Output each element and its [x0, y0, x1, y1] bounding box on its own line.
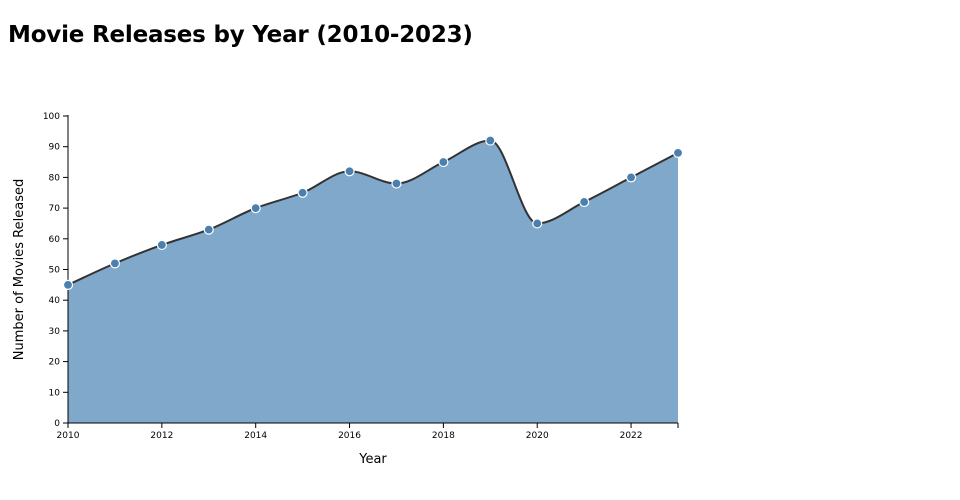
- data-point: [672, 147, 684, 158]
- axes-layer: 0 10 20 30 40 50 60 70 80 90 100 2010 2012 2014 2016 20…: [43, 112, 679, 441]
- y-tick-label: 60: [49, 235, 61, 245]
- y-tick-label: 10: [49, 388, 61, 398]
- y-axis-title: Number of Movies Released: [12, 179, 27, 360]
- data-point: [250, 203, 261, 214]
- chart-title: Movie Releases by Year (2010-2023): [8, 22, 473, 48]
- data-point: [391, 178, 402, 189]
- data-point: [532, 218, 543, 229]
- area-layer: [68, 140, 678, 423]
- data-point: [438, 156, 449, 168]
- x-axis-title: Year: [358, 452, 387, 467]
- series-line: [67, 139, 679, 286]
- y-tick-label: 40: [49, 296, 61, 306]
- y-tick-label: 100: [43, 112, 60, 122]
- data-point: [297, 187, 308, 198]
- x-tick-label: 2018: [432, 431, 455, 441]
- y-tick-label: 50: [49, 266, 61, 276]
- line-layer: [67, 139, 679, 286]
- y-tick-label: 90: [49, 143, 61, 153]
- x-tick-label: 2010: [57, 431, 80, 441]
- data-point: [625, 172, 637, 183]
- data-point: [579, 196, 590, 208]
- points-layer: [62, 135, 684, 290]
- x-tick-label: 2014: [244, 431, 267, 441]
- y-tick-label: 70: [49, 204, 61, 214]
- y-tick-label: 80: [49, 173, 61, 183]
- area-fill: [68, 140, 678, 423]
- data-point: [344, 166, 355, 177]
- data-point: [203, 224, 214, 235]
- y-tick-label: 20: [49, 358, 61, 368]
- y-tick-label: 30: [49, 327, 61, 337]
- data-point: [156, 239, 167, 251]
- data-point: [485, 135, 496, 146]
- data-point: [62, 279, 74, 290]
- x-tick-label: 2022: [620, 431, 643, 441]
- data-point: [109, 258, 121, 269]
- y-tick-label: 0: [54, 419, 60, 429]
- x-tick-label: 2012: [150, 431, 173, 441]
- x-tick-label: 2016: [338, 431, 361, 441]
- x-tick-label: 2020: [526, 431, 549, 441]
